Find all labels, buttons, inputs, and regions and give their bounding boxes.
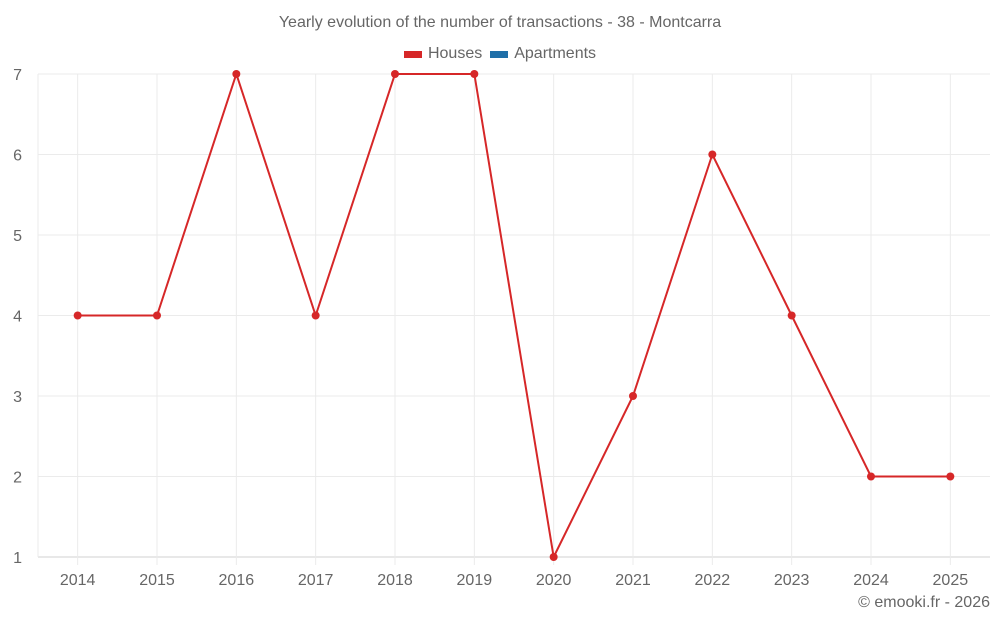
x-tick-label: 2016 bbox=[219, 572, 255, 589]
credit: © emooki.fr - 2026 bbox=[858, 594, 990, 611]
data-point bbox=[629, 392, 637, 400]
x-tick-label: 2024 bbox=[853, 572, 889, 589]
data-point bbox=[232, 70, 241, 78]
data-point bbox=[787, 311, 796, 320]
series-line-houses bbox=[77, 70, 951, 561]
x-tick-label: 2018 bbox=[377, 572, 413, 589]
x-tick-label: 2025 bbox=[933, 572, 969, 589]
data-point bbox=[867, 472, 875, 481]
legend-label-houses: Houses bbox=[427, 45, 483, 62]
legend-item-houses[interactable]: Houses bbox=[403, 45, 483, 63]
data-point bbox=[946, 472, 955, 481]
x-tick-label: 2019 bbox=[457, 572, 493, 589]
legend: Houses Apartments bbox=[0, 45, 1000, 63]
y-tick-label: 2 bbox=[13, 470, 22, 487]
data-point bbox=[708, 150, 717, 159]
data-point bbox=[391, 70, 399, 78]
chart-title: Yearly evolution of the number of transa… bbox=[278, 14, 722, 31]
y-tick-label: 1 bbox=[13, 550, 22, 567]
y-tick-label: 3 bbox=[13, 389, 22, 406]
data-point bbox=[470, 70, 479, 78]
x-tick-label: 2015 bbox=[139, 572, 175, 589]
data-point bbox=[549, 553, 558, 561]
houses-swatch-icon bbox=[403, 50, 422, 58]
y-tick-label: 5 bbox=[13, 228, 22, 245]
data-point bbox=[153, 311, 161, 320]
apartments-swatch-icon bbox=[490, 50, 509, 58]
data-point bbox=[73, 311, 82, 320]
x-tick-label: 2020 bbox=[536, 572, 572, 589]
data-point bbox=[311, 311, 320, 320]
y-tick-label: 7 bbox=[13, 67, 22, 84]
y-tick-label: 6 bbox=[13, 148, 22, 165]
x-tick-label: 2017 bbox=[298, 572, 334, 589]
x-tick-label: 2014 bbox=[60, 572, 96, 589]
legend-label-apartments: Apartments bbox=[514, 45, 597, 62]
y-tick-label: 4 bbox=[13, 309, 22, 326]
x-tick-label: 2022 bbox=[695, 572, 731, 589]
x-tick-label: 2021 bbox=[615, 572, 651, 589]
x-tick-label: 2023 bbox=[774, 572, 810, 589]
legend-item-apartments[interactable]: Apartments bbox=[490, 45, 596, 63]
